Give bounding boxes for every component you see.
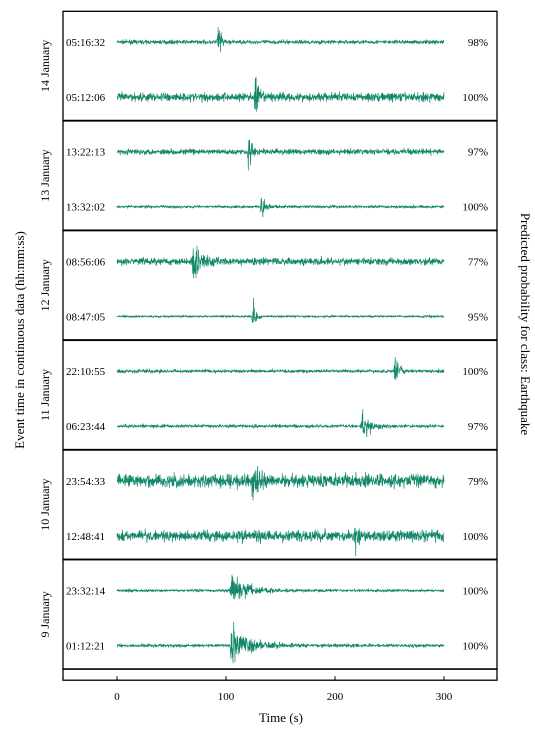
trace-probability-label: 77% bbox=[468, 256, 488, 268]
trace-time-label: 08:47:05 bbox=[66, 311, 106, 323]
trace-probability-label: 100% bbox=[462, 366, 488, 378]
panel-0: 14 January 05:16:32 98% 05:12:06 100% bbox=[38, 10, 498, 122]
trace-probability-label: 97% bbox=[468, 147, 488, 159]
panel-frame bbox=[62, 339, 498, 451]
trace-time-label: 01:12:21 bbox=[66, 641, 105, 653]
x-axis-frame bbox=[62, 668, 498, 681]
x-tick-label: 0 bbox=[114, 691, 120, 703]
seismic-trace bbox=[116, 297, 445, 324]
seismic-trace bbox=[116, 356, 445, 381]
panel-5: 9 January 23:32:14 100% 01:12:21 100% bbox=[38, 559, 498, 670]
seismic-trace bbox=[116, 409, 445, 438]
y-axis-label-left: Event time in continuous data (hh:mm:ss) bbox=[12, 231, 27, 449]
trace-probability-label: 100% bbox=[462, 202, 488, 214]
panel-1: 13 January 13:22:13 97% 13:32:02 100% bbox=[38, 120, 498, 231]
trace-probability-label: 97% bbox=[468, 421, 488, 433]
x-axis-label: Time (s) bbox=[259, 710, 303, 725]
seismic-trace bbox=[116, 621, 445, 664]
seismic-trace bbox=[116, 574, 445, 600]
trace-probability-label: 79% bbox=[468, 476, 488, 488]
trace-time-label: 13:22:13 bbox=[66, 147, 106, 159]
panel-frame bbox=[62, 449, 498, 560]
trace-probability-label: 95% bbox=[468, 311, 488, 323]
seismic-trace bbox=[116, 245, 445, 279]
seismic-trace bbox=[116, 139, 445, 171]
panel-4: 10 January 23:54:33 79% 12:48:41 100% bbox=[38, 449, 498, 560]
panel-date-label: 12 January bbox=[38, 259, 52, 311]
panel-frame bbox=[62, 559, 498, 670]
panel-2: 12 January 08:56:06 77% 08:47:05 95% bbox=[38, 230, 498, 341]
x-tick-label: 200 bbox=[327, 691, 344, 703]
seismic-trace bbox=[116, 527, 445, 557]
trace-time-label: 22:10:55 bbox=[66, 366, 106, 378]
trace-time-label: 23:54:33 bbox=[66, 476, 106, 488]
panel-frame bbox=[62, 120, 498, 231]
trace-probability-label: 100% bbox=[462, 641, 488, 653]
panel-date-label: 13 January bbox=[38, 149, 52, 201]
panel-date-label: 11 January bbox=[38, 369, 52, 421]
panel-frame bbox=[62, 10, 498, 122]
trace-time-label: 23:32:14 bbox=[66, 586, 106, 598]
seismic-trace bbox=[116, 26, 445, 53]
trace-time-label: 13:32:02 bbox=[66, 202, 105, 214]
trace-time-label: 05:16:32 bbox=[66, 37, 105, 49]
panels-group: 14 January 05:16:32 98%05:12:06 100%13 Janu… bbox=[38, 10, 498, 670]
seismic-trace bbox=[116, 76, 445, 112]
trace-time-label: 08:56:06 bbox=[66, 256, 106, 268]
trace-probability-label: 100% bbox=[462, 92, 488, 104]
y-axis-label-right: Predicted probability for class: Earthqu… bbox=[518, 213, 533, 436]
x-tick-label: 100 bbox=[218, 691, 235, 703]
panel-date-label: 14 January bbox=[38, 40, 52, 92]
panel-date-label: 10 January bbox=[38, 478, 52, 530]
trace-time-label: 05:12:06 bbox=[66, 92, 106, 104]
seismic-trace bbox=[116, 197, 445, 218]
trace-probability-label: 98% bbox=[468, 37, 488, 49]
trace-probability-label: 100% bbox=[462, 531, 488, 543]
panel-frame bbox=[62, 230, 498, 341]
x-tick-label: 300 bbox=[436, 691, 453, 703]
panel-3: 11 January 22:10:55 100% 06:23:44 97% bbox=[38, 339, 498, 451]
trace-time-label: 12:48:41 bbox=[66, 531, 105, 543]
seismic-trace bbox=[116, 465, 445, 501]
panel-date-label: 9 January bbox=[38, 591, 52, 637]
x-axis: 0 100 200 300 bbox=[62, 668, 498, 703]
trace-time-label: 06:23:44 bbox=[66, 421, 106, 433]
trace-probability-label: 100% bbox=[462, 586, 488, 598]
